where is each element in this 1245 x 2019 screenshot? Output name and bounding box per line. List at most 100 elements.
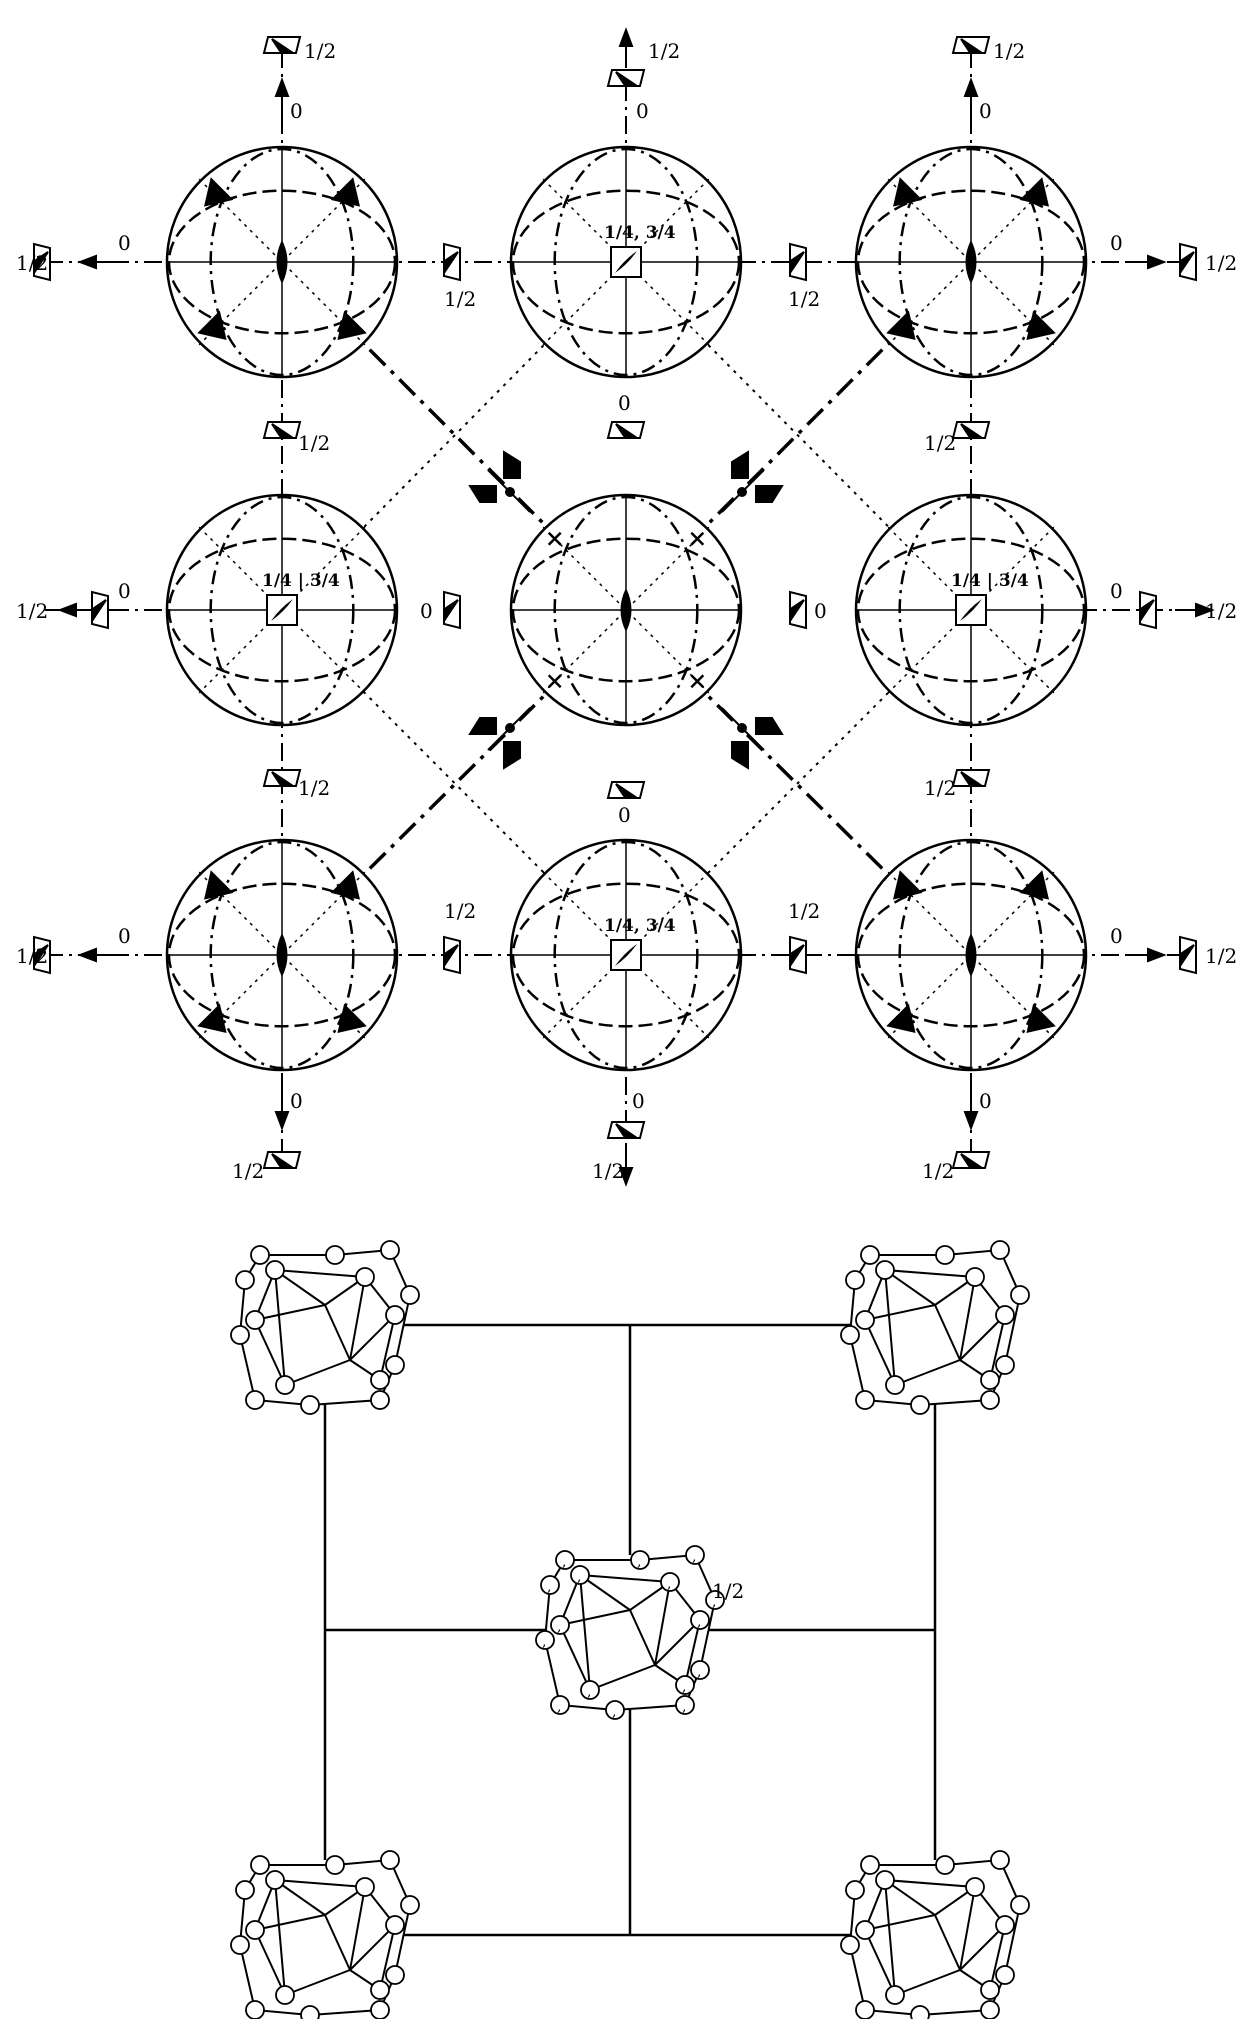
vertex-atom xyxy=(705,1590,725,1610)
parallelogram-fill xyxy=(791,944,805,967)
glide-symbol-row1-left xyxy=(443,242,461,282)
label-row3-left-between: 1/2 xyxy=(444,899,476,923)
parallelogram-fill xyxy=(791,599,805,622)
vertex-atom xyxy=(980,1390,1000,1410)
vertex-atom xyxy=(995,1355,1015,1375)
polyhedron-edge xyxy=(884,1269,976,1278)
vertex-atom xyxy=(605,1700,625,1720)
screw-axis-cluster-1 xyxy=(468,450,531,513)
threefold-axis-icon xyxy=(892,870,923,900)
parallelogram-fill xyxy=(791,251,805,274)
screw-axis-icon xyxy=(755,717,784,735)
parallelogram-fill xyxy=(445,944,459,967)
polyhedron-edge xyxy=(324,1304,351,1361)
label-col3-lower-between: 1/2 xyxy=(924,776,956,800)
polyhedron-edge xyxy=(254,1914,326,1931)
polyhedra-packing-diagram: ,,,,,,,,,,,,,,,, 1/2 xyxy=(230,1240,1030,2019)
vertex-atom xyxy=(935,1245,955,1265)
vertex-prime: , xyxy=(562,1554,566,1570)
polyhedron-edge xyxy=(684,1619,701,1686)
glide-symbol-center-right xyxy=(789,590,807,630)
threefold-axis-icon xyxy=(892,177,923,207)
parallelogram-fill xyxy=(1181,944,1195,967)
vertex-atom xyxy=(675,1675,695,1695)
vertex-atom xyxy=(690,1660,710,1680)
threefold-axis-icon xyxy=(203,177,234,207)
vertex-prime: , xyxy=(612,1704,616,1720)
vertex-prime: , xyxy=(637,1554,641,1570)
polyhedra: ,,,,,,,,,,,,,,,, xyxy=(230,1240,1030,2019)
polyhedron-edge xyxy=(254,1304,326,1321)
vertex-atom xyxy=(235,1880,255,1900)
label-center-lower: 0 xyxy=(618,803,631,827)
vertex-atom xyxy=(400,1895,420,1915)
parallelogram-fill xyxy=(35,944,49,967)
cross-mark xyxy=(547,674,562,689)
parallelogram-fill xyxy=(271,1153,294,1167)
sphere-8 xyxy=(509,838,743,1072)
vertex-atom xyxy=(230,1935,250,1955)
vertex-atom xyxy=(885,1985,905,2005)
vertex-atom xyxy=(570,1565,590,1585)
vertex-prime: , xyxy=(692,1549,696,1565)
parallelogram-fill xyxy=(960,38,983,52)
polyhedron-edge xyxy=(274,1269,286,1386)
glide-symbol-left-row1 xyxy=(33,242,51,282)
threefold-axis-icon xyxy=(1019,177,1050,207)
polyhedron-edge xyxy=(884,1879,896,1996)
glide-symbols xyxy=(33,36,1197,1169)
vertex-atom xyxy=(875,1870,895,1890)
parallelogram-fill xyxy=(960,423,983,437)
vertex-atom xyxy=(855,1920,875,1940)
sphere-7 xyxy=(165,838,399,1072)
polyhedron-bottom-right xyxy=(840,1850,1030,2019)
label-top-right-outer: 1/2 xyxy=(993,39,1025,63)
label-left-row1-inner: 0 xyxy=(118,231,131,255)
parallelogram-fill xyxy=(35,251,49,274)
parallelogram-fill xyxy=(615,71,638,85)
vertex-atom xyxy=(990,1850,1010,1870)
label-fraction-pair-bottom: 1/4, 3/4 xyxy=(604,916,676,936)
polyhedron-edge xyxy=(654,1581,671,1666)
threefold-axis-icon xyxy=(330,870,361,900)
glide-symbol-bottom-center xyxy=(606,1121,646,1139)
twofold-axis-icon xyxy=(620,588,632,632)
vertex-prime: , xyxy=(557,1619,561,1635)
threefold-axis-icon xyxy=(197,310,227,341)
vertex-atom xyxy=(995,1305,1015,1325)
vertex-atom xyxy=(855,1310,875,1330)
parallelogram-fill xyxy=(960,771,983,785)
vertex-atom xyxy=(860,1245,880,1265)
label-bottom-left-inner: 0 xyxy=(290,1089,303,1113)
vertex-atom xyxy=(250,1245,270,1265)
label-bottom-right-inner: 0 xyxy=(979,1089,992,1113)
vertex-atom xyxy=(690,1610,710,1630)
polyhedron-bottom-left xyxy=(230,1850,420,2019)
polyhedron-edge xyxy=(274,1269,366,1278)
threefold-axis-icon xyxy=(337,310,367,341)
polyhedron-edge xyxy=(274,1879,366,1888)
polyhedron-top-right xyxy=(840,1240,1030,1415)
vertex-atom xyxy=(550,1615,570,1635)
vertex-atom xyxy=(355,1877,375,1897)
edge-labels: 1/2 0 1/2 0 1/2 0 0 1/2 0 1/2 0 1/2 1/2 … xyxy=(16,39,1237,1183)
threefold-axis-icon xyxy=(886,1003,916,1034)
vertex-atom xyxy=(370,1390,390,1410)
glide-symbol-row3-right xyxy=(789,935,807,975)
screw-axis-icon xyxy=(468,717,497,735)
vertex-atom xyxy=(265,1870,285,1890)
label-bottom-center-top: 0 xyxy=(632,1089,645,1113)
polyhedron-edge xyxy=(349,1924,396,1971)
threefold-axis-icon xyxy=(886,310,916,341)
inner-labels: 1/2 1/2 1/2 1/2 1/2 1/2 1/2 1/2 0 0 0 0 … xyxy=(262,223,1029,936)
vertex-prime: , xyxy=(667,1576,671,1592)
screw-axis-icon xyxy=(468,485,497,503)
threefold-axis-icon xyxy=(1026,310,1056,341)
polyhedron-edge xyxy=(579,1574,591,1691)
vertex-atom xyxy=(1010,1285,1030,1305)
label-right-row1-outer: 1/2 xyxy=(1205,251,1237,275)
vertex-atom xyxy=(660,1572,680,1592)
parallelogram-fill xyxy=(445,251,459,274)
sphere-1 xyxy=(165,145,399,379)
threefold-axis-icon xyxy=(197,1003,227,1034)
